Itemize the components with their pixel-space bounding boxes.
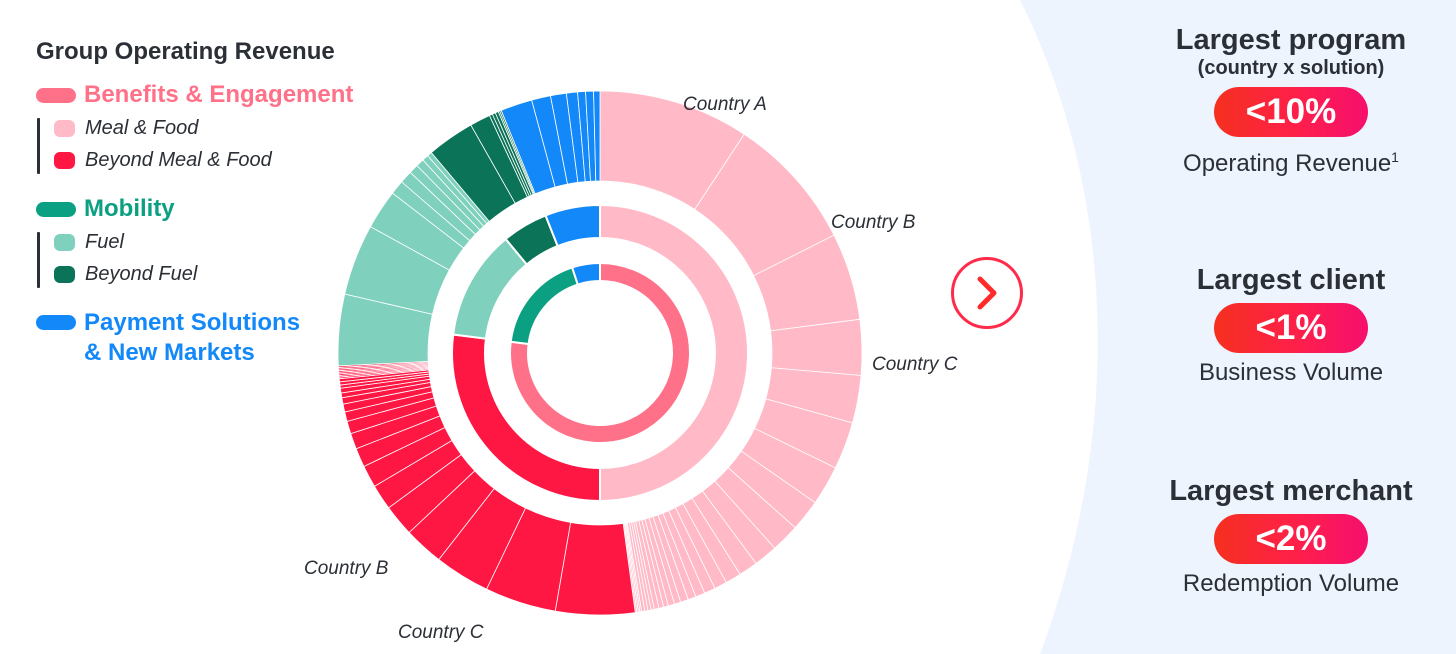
outer-segment-payment xyxy=(593,90,601,182)
stat-badge: <10% xyxy=(1214,87,1368,137)
legend-label-beyond-fuel: Beyond Fuel xyxy=(85,263,198,285)
stat-badge: <1% xyxy=(1214,303,1368,353)
legend-title: Group Operating Revenue xyxy=(36,38,335,65)
stat-metric-text: Operating Revenue xyxy=(1183,150,1392,177)
stat-title: Largest merchant xyxy=(1169,475,1413,507)
stat-title: Largest program xyxy=(1175,24,1407,56)
label-country-c-beyond: Country C xyxy=(398,622,484,643)
middle-segment-payment xyxy=(544,203,601,248)
legend-item-fuel: Fuel xyxy=(54,226,353,258)
meal-food-swatch xyxy=(54,119,75,137)
legend-item-beyond-fuel: Beyond Fuel xyxy=(54,258,353,290)
legend-label-fuel: Fuel xyxy=(85,231,124,253)
footnote-marker: 1 xyxy=(1391,149,1399,165)
legend-bracket-line xyxy=(37,232,40,288)
payment-pill-swatch xyxy=(36,315,76,330)
next-button[interactable] xyxy=(951,257,1023,329)
stat-largest-program: Largest program (country x solution) <10… xyxy=(1141,24,1441,179)
stat-largest-merchant: Largest merchant <2% Redemption Volume xyxy=(1141,475,1441,599)
legend-group-mobility: Mobility Fuel Beyond Fuel xyxy=(36,194,353,290)
stat-metric: Operating Revenue1 xyxy=(1141,142,1441,179)
middle-segment-meal-food xyxy=(599,203,749,503)
label-country-b-meal: Country B xyxy=(831,212,916,233)
legend: Group Operating Revenue Benefits & Engag… xyxy=(36,38,353,378)
legend-header-payment: Payment Solutions & New Markets xyxy=(36,308,353,368)
stat-largest-client: Largest client <1% Business Volume xyxy=(1141,264,1441,388)
legend-label-payment-line1: Payment Solutions xyxy=(84,309,301,336)
mobility-pill-swatch xyxy=(36,201,76,217)
stat-title: Largest client xyxy=(1196,264,1386,296)
outer-ring xyxy=(337,90,863,616)
legend-sublist-mobility: Fuel Beyond Fuel xyxy=(36,226,353,290)
legend-item-beyond-meal-food: Beyond Meal & Food xyxy=(54,144,353,176)
inner-segment-payment xyxy=(570,261,601,286)
legend-item-meal-food: Meal & Food xyxy=(54,112,353,144)
stat-metric: Redemption Volume xyxy=(1182,570,1400,597)
inner-segment-benefits xyxy=(509,261,691,444)
legend-label-meal-food: Meal & Food xyxy=(85,117,199,139)
benefits-pill-swatch xyxy=(36,87,76,103)
stat-subtitle: (country x solution) xyxy=(1197,57,1385,79)
legend-label-benefits: Benefits & Engagement xyxy=(84,81,354,108)
inner-segment-mobility xyxy=(509,266,580,346)
fuel-swatch xyxy=(54,233,75,251)
legend-label-beyond-meal-food: Beyond Meal & Food xyxy=(85,149,272,171)
stat-badge: <2% xyxy=(1214,514,1368,564)
label-country-b-beyond: Country B xyxy=(304,558,389,579)
beyond-fuel-swatch xyxy=(54,265,75,283)
inner-ring xyxy=(509,261,691,444)
legend-label-payment-line2: & New Markets xyxy=(84,339,255,366)
label-country-c-meal: Country C xyxy=(872,354,958,375)
legend-header-mobility: Mobility xyxy=(36,194,353,224)
legend-group-payment: Payment Solutions & New Markets xyxy=(36,308,353,368)
label-country-a: Country A xyxy=(683,94,767,115)
legend-label-payment: Payment Solutions & New Markets xyxy=(84,308,300,368)
chevron-right-icon xyxy=(977,276,997,310)
beyond-meal-food-swatch xyxy=(54,151,75,169)
legend-group-benefits: Benefits & Engagement Meal & Food Beyond… xyxy=(36,80,353,176)
stat-metric: Business Volume xyxy=(1198,359,1384,386)
legend-label-mobility: Mobility xyxy=(84,195,175,222)
legend-sublist-benefits: Meal & Food Beyond Meal & Food xyxy=(36,112,353,176)
legend-bracket-line xyxy=(37,118,40,174)
legend-header-benefits: Benefits & Engagement xyxy=(36,80,353,110)
middle-ring xyxy=(451,203,749,503)
